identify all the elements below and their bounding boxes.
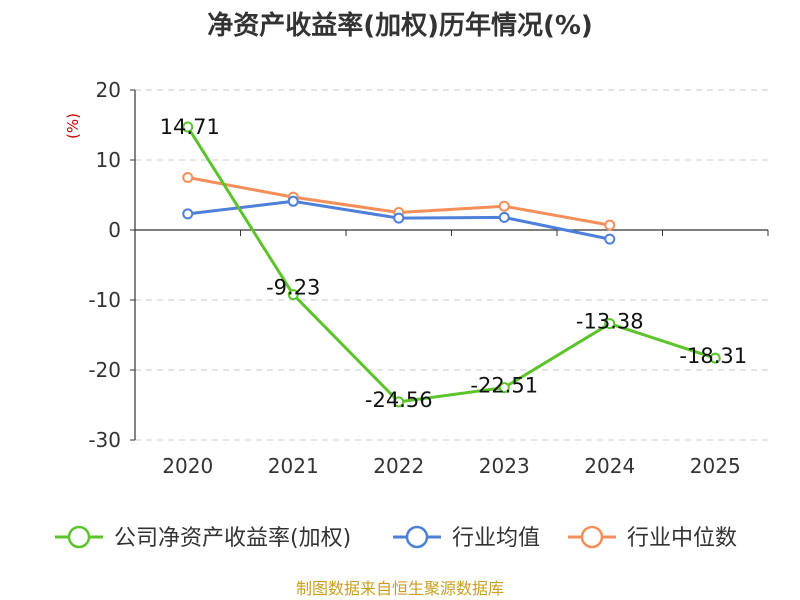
data-point [182,172,194,183]
data-label: -18.31 [679,344,747,368]
data-labels: 14.71 -9.23 -24.56 -22.51 -13.38 -18.31 [160,115,747,412]
data-point [182,121,194,133]
legend-marker [405,525,429,549]
x-tick-label: 2021 [268,454,319,478]
data-point [287,195,299,207]
y-tick-label: 10 [96,148,121,172]
legend-label: 公司净资产收益率(加权) [114,526,351,551]
grid-lines [135,89,768,441]
source-note: 制图数据来自恒生聚源数据库 [296,579,504,598]
legend-label: 行业中位数 [627,526,737,551]
data-label: -9.23 [266,276,320,300]
data-point [604,219,616,231]
legend-label: 行业均值 [452,526,540,551]
data-point [498,382,510,394]
axes: 20 10 0 -10 -20 -30 2020 2021 2022 2023 2024 2025 [88,78,769,478]
data-point [182,208,194,220]
series-layer [182,121,721,408]
chart-title: 净资产收益率(加权)历年情况(%) [207,10,593,41]
legend-marker [580,525,604,549]
legend: 公司净资产收益率(加权) 行业均值 行业中位数 [55,525,737,551]
data-label: 14.71 [160,115,220,139]
x-tick-label: 2023 [479,454,530,478]
data-point [604,318,616,330]
x-tick-label: 2024 [584,454,635,478]
y-axis-label: (%) [64,113,82,139]
data-point [393,212,405,224]
legend-item-1: 行业均值 [393,525,540,551]
y-tick-label: -10 [88,288,121,312]
data-label: -13.38 [576,310,644,334]
legend-item-2: 行业中位数 [568,525,737,551]
x-tick-label: 2020 [162,454,213,478]
y-tick-label: -30 [88,428,121,452]
data-point [604,233,616,245]
series-line-0 [186,126,716,404]
data-label: -24.56 [365,388,433,412]
legend-item-0: 公司净资产收益率(加权) [55,525,351,551]
data-point [498,211,510,223]
x-tick-label: 2022 [373,454,424,478]
data-point [498,200,510,212]
data-point [287,289,299,301]
x-tick-label: 2025 [690,454,741,478]
legend-marker [67,525,91,549]
y-tick-label: 20 [96,78,121,102]
data-label: -22.51 [470,374,538,398]
y-tick-label: -20 [88,358,121,382]
data-point [709,352,721,364]
y-tick-label: 0 [108,218,121,242]
data-point [393,396,405,408]
